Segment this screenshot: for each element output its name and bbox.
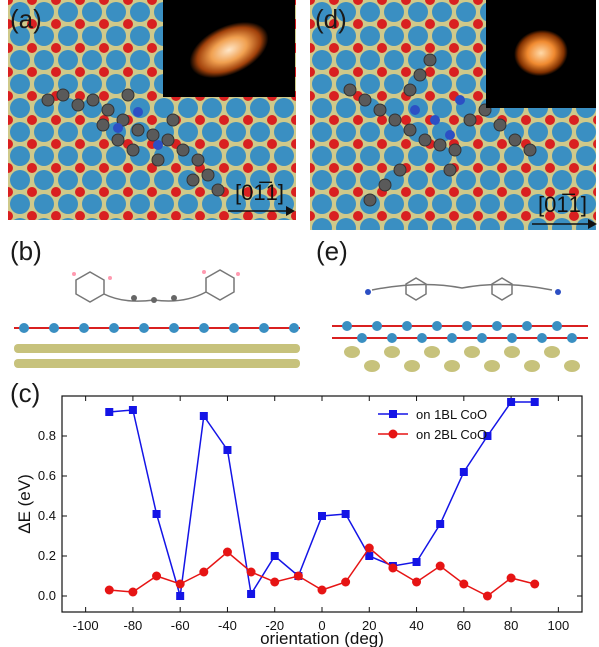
x-tick-label: -40 <box>218 618 237 633</box>
panel-a-molecule <box>41 88 225 197</box>
data-point-circle <box>412 577 422 587</box>
data-point-circle <box>152 571 162 581</box>
data-point-circle <box>388 563 398 573</box>
data-point-circle <box>270 577 280 587</box>
y-tick-label: 0.4 <box>38 508 56 523</box>
x-tick-label: -80 <box>124 618 143 633</box>
data-point-circle <box>175 579 185 589</box>
data-point-circle <box>104 585 114 595</box>
data-point-circle <box>459 579 469 589</box>
data-point-circle <box>128 587 138 597</box>
data-point-square <box>223 446 232 454</box>
x-tick-label: -20 <box>265 618 284 633</box>
x-tick-label: 100 <box>548 618 570 633</box>
panel-d-direction-label: [01̅1] <box>538 192 587 217</box>
panel-d-structure <box>310 0 596 230</box>
panel-b-ag-layers <box>14 344 300 368</box>
panel-c-letter: (c) <box>10 378 41 408</box>
panel-e-letter: (e) <box>316 236 348 266</box>
panel-d-surface-image <box>310 0 596 230</box>
x-axis-label: orientation (deg) <box>260 629 384 647</box>
x-tick-label: 60 <box>457 618 471 633</box>
data-point-circle <box>246 567 256 577</box>
x-tick-label: 40 <box>409 618 423 633</box>
data-point-square <box>507 398 516 406</box>
panel-a-direction-label: [01̅1] <box>235 180 284 205</box>
x-tick-label: 0 <box>318 618 325 633</box>
data-point-square <box>365 552 374 560</box>
data-point-square <box>152 510 161 518</box>
data-point-circle <box>199 567 209 577</box>
data-point-square <box>483 432 492 440</box>
panel-d-molecule <box>343 53 537 207</box>
data-point-square <box>341 510 350 518</box>
data-point-square <box>199 412 208 420</box>
panel-a-letter: (a) <box>10 4 42 34</box>
data-point-square <box>436 520 445 528</box>
panel-e-molecule <box>371 277 553 301</box>
data-point-square <box>105 408 114 416</box>
delta-e-chart: -100 -80 -60 -40 -20 0 20 40 60 80 100 0.0 0.2 0.4 0.6… <box>15 395 583 647</box>
panel-d-direction-arrow <box>532 219 597 229</box>
data-point-circle <box>317 585 327 595</box>
panel-b-coo-layer <box>14 323 300 333</box>
legend-label: on 1BL CoO <box>416 407 487 422</box>
panel-b-h-atoms <box>72 270 240 280</box>
data-point-square <box>412 558 421 566</box>
y-tick-label: 0.6 <box>38 468 56 483</box>
data-point-square <box>176 592 185 600</box>
data-point-circle <box>506 573 516 583</box>
data-point-circle <box>530 579 540 589</box>
data-point-circle <box>364 543 374 553</box>
panel-d-letter: (d) <box>315 4 347 34</box>
data-point-square <box>270 552 279 560</box>
panel-e-side-view <box>332 277 588 372</box>
y-tick-label: 0.2 <box>38 548 56 563</box>
data-point-square <box>128 406 137 414</box>
y-axis-label: ΔE (eV) <box>15 474 34 534</box>
data-point-circle <box>293 571 303 581</box>
data-point-square <box>459 468 468 476</box>
x-tick-label: -60 <box>171 618 190 633</box>
data-point-circle <box>482 591 492 601</box>
x-tick-label: 80 <box>504 618 518 633</box>
panel-a-direction-arrow <box>228 206 295 216</box>
panel-d-stm-inset <box>486 0 596 108</box>
panel-e-ag-layers <box>344 346 580 372</box>
data-point-square <box>247 590 256 598</box>
x-tick-label: 20 <box>362 618 376 633</box>
panel-a-stm-inset <box>163 0 295 97</box>
legend-marker <box>389 410 397 418</box>
data-point-circle <box>341 577 351 587</box>
plot-frame <box>61 395 583 613</box>
panel-e-coo-layers <box>332 321 588 343</box>
data-point-circle <box>222 547 232 557</box>
data-point-circle <box>435 561 445 571</box>
data-point-square <box>318 512 326 520</box>
x-tick-label: -100 <box>73 618 99 633</box>
data-point-square <box>530 398 539 406</box>
y-tick-label: 0.0 <box>38 588 56 603</box>
panel-b-letter: (b) <box>10 236 42 266</box>
y-tick-label: 0.8 <box>38 428 56 443</box>
legend-label: on 2BL CoO <box>416 427 487 442</box>
panel-b-side-view <box>14 269 300 368</box>
legend-marker <box>388 429 398 439</box>
